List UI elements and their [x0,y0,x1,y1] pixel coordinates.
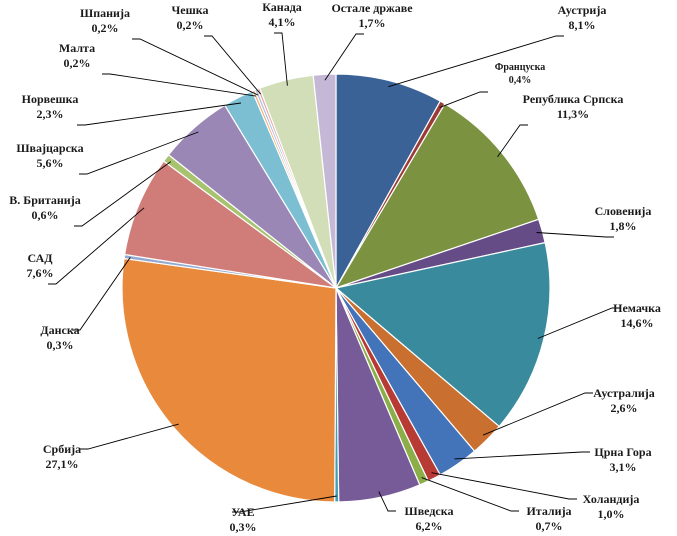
pie-slice-0 [335,73,442,291]
slice-value-label-12: 0,3% [47,338,74,352]
leader-line-0 [388,35,564,88]
slice-label-16: Норвешка [22,92,79,106]
pie-slice-21 [312,73,337,289]
slice-label-7: Холандија [583,492,640,506]
slice-value-label-3: 1,8% [610,219,637,233]
slice-label-4: Немачка [613,301,661,315]
slice-value-label-10: 0,3% [230,520,257,534]
slice-label-9: Шведска [405,504,454,518]
slice-label-18: Шпанија [80,6,130,20]
slice-label-0: Аустрија [558,3,607,17]
slice-label-12: Данска [40,323,79,337]
slice-label-21: Остале државе [331,1,413,15]
slices-layer [121,73,551,503]
leader-line-1 [439,91,488,109]
leader-line-10 [232,495,337,513]
slice-value-label-19: 0,2% [177,18,204,32]
slice-label-11: Србија [43,442,81,456]
leader-line-4 [537,307,620,339]
slice-value-label-16: 2,3% [37,107,64,121]
slice-value-label-11: 27,1% [46,457,79,471]
pie-slice-11 [121,257,337,503]
slice-label-10: УАЕ [231,505,254,519]
leader-line-3 [536,232,614,238]
slice-label-6: Црна Гора [594,445,651,459]
leader-line-14 [74,161,172,227]
slice-value-label-13: 7,6% [27,266,54,280]
pie-slice-2 [334,102,540,290]
slice-label-8: Италија [526,504,571,518]
slice-value-label-14: 0,6% [32,208,59,222]
slice-label-19: Чешка [172,3,209,17]
slice-value-label-17: 0,2% [64,56,91,70]
leader-line-16 [77,102,242,126]
slice-label-13: САД [28,251,54,265]
slice-value-label-8: 0,7% [536,519,563,533]
leader-line-6 [454,451,590,460]
slice-value-label-9: 6,2% [416,519,443,533]
slice-label-1: Француска [495,62,545,73]
slice-value-label-5: 2,6% [611,401,638,415]
slice-value-label-4: 14,6% [621,316,654,330]
slice-label-2: Република Српска [523,92,624,106]
leader-line-17 [102,73,256,97]
leader-lines-layer [48,32,620,513]
leader-line-12 [72,257,131,331]
leader-line-8 [421,477,519,512]
slice-value-label-21: 1,7% [359,16,386,30]
slice-value-label-1: 0,4% [509,75,532,86]
slice-value-label-6: 3,1% [610,460,637,474]
slice-value-label-7: 1,0% [598,507,625,521]
leader-line-13 [48,207,145,285]
slice-value-label-0: 8,1% [569,18,596,32]
slice-value-label-20: 4,1% [269,15,296,29]
slice-label-14: В. Британија [9,193,80,207]
slice-label-5: Аустралија [593,386,655,400]
leader-line-2 [497,124,528,158]
leader-line-11 [80,423,179,450]
leader-line-15 [79,131,199,175]
slice-label-20: Канада [262,0,302,14]
leader-line-18 [132,38,259,96]
leader-line-5 [482,392,593,436]
slice-value-label-15: 5,6% [37,156,64,170]
leader-line-9 [378,491,396,512]
slice-value-label-2: 11,3% [557,107,589,121]
pie-slice-4 [334,241,551,428]
slice-label-3: Словенија [595,204,652,218]
leader-line-19 [204,35,261,95]
slice-label-17: Малта [59,41,95,55]
slice-label-15: Швајцарска [16,141,83,155]
slice-value-label-18: 0,2% [92,21,119,35]
pie-slice-13 [123,160,337,289]
leader-line-21 [324,33,364,81]
leader-line-7 [431,472,577,500]
leader-line-20 [274,32,288,86]
